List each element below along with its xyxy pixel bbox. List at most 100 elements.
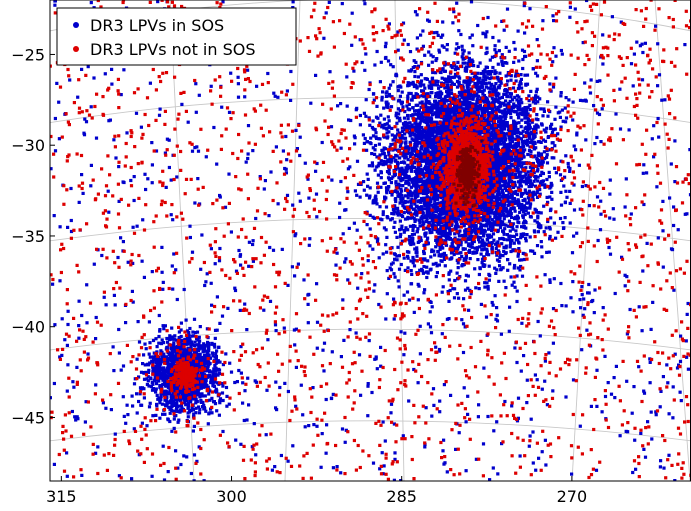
point: [434, 238, 438, 242]
point: [473, 267, 477, 271]
point: [150, 270, 154, 274]
point: [434, 245, 438, 249]
point: [485, 252, 489, 256]
point: [119, 236, 123, 240]
point: [293, 274, 297, 278]
point: [233, 286, 237, 290]
point: [559, 48, 563, 53]
point: [308, 237, 312, 241]
point: [499, 332, 503, 336]
point: [421, 44, 425, 48]
point: [347, 118, 351, 122]
point: [416, 200, 420, 204]
point: [345, 104, 349, 108]
point: [511, 164, 515, 168]
point: [402, 256, 406, 260]
point: [511, 98, 515, 102]
point: [406, 266, 410, 270]
point: [528, 235, 532, 239]
point: [406, 254, 410, 258]
point: [442, 45, 446, 49]
point: [632, 52, 636, 56]
point: [536, 151, 541, 155]
point: [645, 241, 649, 245]
point: [641, 269, 645, 273]
point: [455, 292, 459, 296]
point: [315, 320, 320, 324]
point: [51, 282, 55, 286]
point: [572, 208, 577, 212]
point: [545, 149, 549, 153]
point: [258, 175, 262, 179]
point: [588, 91, 593, 95]
point: [487, 241, 491, 245]
point: [306, 321, 310, 325]
point: [446, 146, 450, 150]
point: [50, 396, 52, 400]
point: [368, 194, 372, 198]
point: [190, 250, 195, 254]
point: [430, 305, 434, 309]
point: [448, 231, 452, 235]
point: [505, 83, 509, 87]
point: [512, 40, 516, 45]
point: [329, 125, 334, 129]
point: [342, 338, 346, 342]
point: [477, 403, 481, 407]
point: [568, 5, 572, 9]
point: [81, 191, 85, 195]
point: [428, 231, 432, 235]
point: [420, 137, 424, 141]
point: [393, 204, 397, 208]
point: [524, 172, 528, 177]
point: [502, 223, 506, 227]
point: [423, 203, 427, 207]
point: [80, 473, 84, 477]
point: [536, 319, 540, 324]
point: [661, 375, 665, 379]
point: [654, 24, 658, 28]
point: [494, 317, 498, 321]
point: [291, 0, 295, 4]
point: [428, 268, 432, 272]
point: [483, 285, 487, 289]
point: [522, 354, 526, 358]
point: [539, 240, 543, 244]
point: [209, 281, 213, 285]
point: [624, 177, 628, 181]
point: [610, 15, 614, 19]
point: [517, 221, 521, 225]
point: [688, 193, 691, 197]
point: [497, 49, 501, 53]
point: [531, 135, 536, 139]
point: [418, 224, 422, 228]
point: [439, 181, 443, 185]
point: [548, 82, 552, 86]
point: [596, 238, 600, 243]
point: [69, 218, 73, 223]
point: [102, 295, 106, 299]
point: [422, 197, 426, 201]
point: [528, 7, 532, 11]
point: [233, 288, 238, 293]
point: [380, 98, 384, 102]
point: [642, 391, 647, 395]
point: [393, 230, 397, 234]
point: [434, 71, 438, 75]
point: [58, 355, 62, 359]
point: [462, 224, 466, 228]
point: [513, 285, 517, 289]
point: [546, 114, 550, 118]
point: [306, 302, 310, 306]
point: [389, 105, 394, 109]
point: [398, 167, 402, 171]
point: [397, 99, 401, 103]
point: [144, 187, 148, 192]
point: [482, 94, 487, 98]
point: [196, 177, 200, 181]
point: [110, 67, 114, 71]
point: [406, 117, 410, 121]
point: [444, 113, 448, 117]
point: [651, 300, 655, 304]
point: [403, 217, 408, 221]
